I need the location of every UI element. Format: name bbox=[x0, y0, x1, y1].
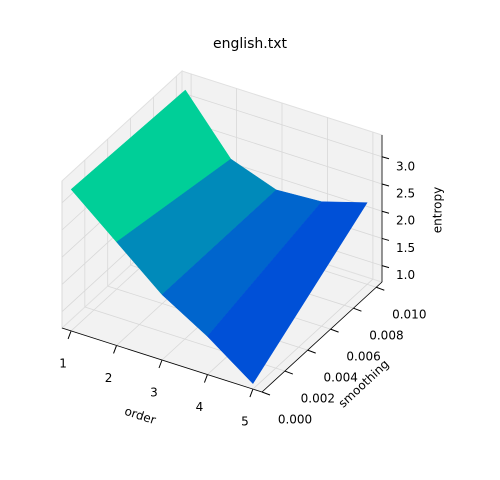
axis-line bbox=[261, 281, 383, 393]
z-tick-label: 1.0 bbox=[396, 268, 415, 282]
tick-mark bbox=[67, 330, 72, 340]
z-tick-label: 3.0 bbox=[396, 159, 415, 173]
chart-title: english.txt bbox=[213, 36, 288, 52]
z-tick-label: 2.0 bbox=[396, 214, 415, 228]
tick-mark bbox=[249, 388, 254, 398]
grid-line bbox=[181, 119, 383, 185]
y-tick-label: 0.004 bbox=[324, 371, 358, 385]
surface-face bbox=[207, 201, 368, 385]
tick-mark bbox=[381, 237, 390, 241]
tick-mark bbox=[284, 370, 294, 375]
y-tick-label: 0.006 bbox=[346, 350, 380, 364]
grid-line bbox=[252, 278, 374, 390]
x-tick-label: 2 bbox=[105, 371, 113, 385]
y-tick-label: 0.010 bbox=[392, 308, 426, 322]
tick-mark bbox=[381, 265, 390, 269]
grid-line bbox=[181, 92, 383, 158]
tick-mark bbox=[381, 156, 390, 160]
tick-mark bbox=[353, 307, 362, 312]
tick-mark bbox=[261, 391, 271, 396]
y-tick-label: 0.002 bbox=[301, 392, 335, 406]
tick-mark bbox=[203, 374, 208, 383]
x-tick-label: 4 bbox=[196, 400, 204, 414]
tick-mark bbox=[307, 349, 316, 354]
tick-mark bbox=[330, 328, 339, 333]
y-tick-label: 0.000 bbox=[278, 413, 312, 427]
z-axis-label: entropy bbox=[431, 187, 445, 233]
axis-line bbox=[61, 327, 263, 393]
x-tick-label: 1 bbox=[59, 356, 67, 370]
tick-mark bbox=[376, 286, 385, 291]
x-tick-label: 5 bbox=[241, 415, 249, 429]
tick-mark bbox=[158, 359, 163, 369]
tick-mark bbox=[381, 210, 390, 214]
z-tick-label: 2.5 bbox=[396, 187, 415, 201]
y-tick-label: 0.008 bbox=[369, 329, 403, 343]
z-tick-label: 1.5 bbox=[396, 241, 415, 255]
tick-mark bbox=[381, 183, 390, 187]
tick-mark bbox=[113, 345, 118, 354]
x-axis-label: order bbox=[123, 404, 158, 427]
x-tick-label: 3 bbox=[150, 386, 158, 400]
